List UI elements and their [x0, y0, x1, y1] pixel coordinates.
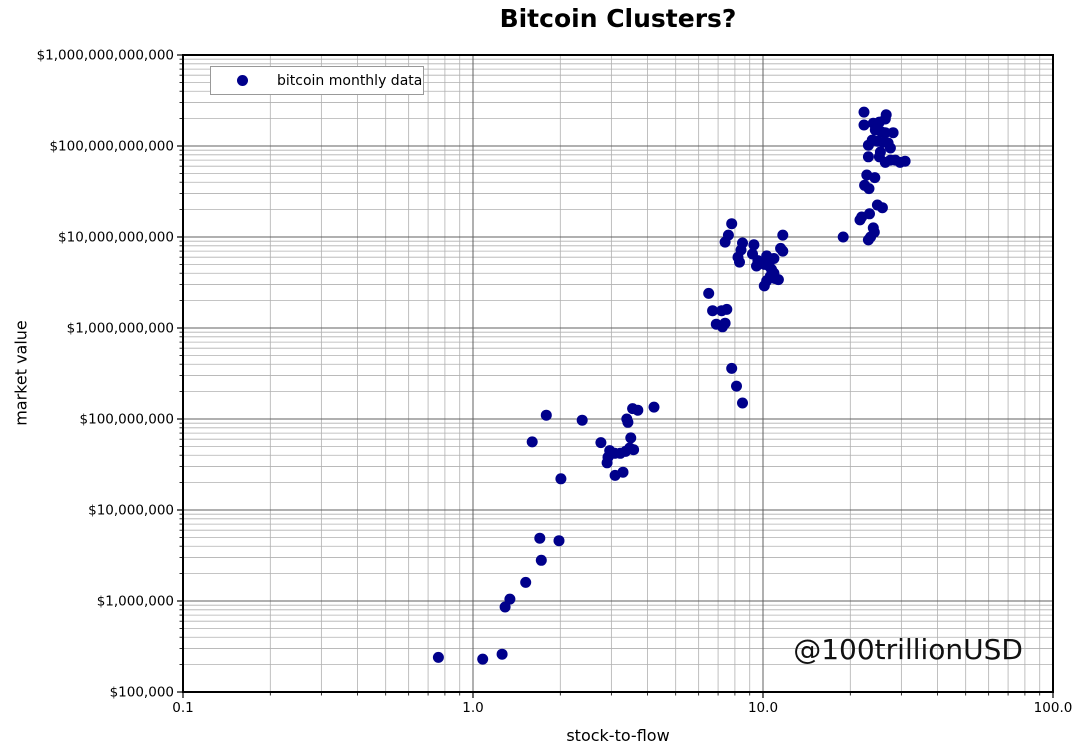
data-point	[726, 218, 738, 230]
data-point	[726, 362, 738, 374]
legend: bitcoin monthly data	[210, 66, 424, 95]
y-tick-label: $100,000,000,000	[49, 139, 174, 155]
y-tick-label: $1,000,000,000	[67, 321, 174, 337]
y-tick-label: $1,000,000,000,000	[37, 48, 174, 64]
data-point	[864, 208, 875, 220]
data-point	[887, 127, 899, 139]
y-tick-label: $1,000,000	[97, 594, 174, 610]
x-tick-label: 10.0	[748, 700, 778, 716]
data-point	[837, 231, 849, 243]
data-point	[719, 236, 731, 248]
data-point	[734, 256, 745, 268]
data-point	[731, 380, 742, 392]
data-point	[721, 303, 733, 315]
x-tick-label: 0.1	[172, 700, 193, 716]
data-point	[862, 151, 874, 163]
data-point	[496, 648, 508, 660]
data-point	[899, 155, 911, 167]
data-point	[601, 457, 613, 469]
data-point	[862, 139, 874, 151]
data-point	[863, 183, 875, 195]
data-point	[622, 416, 634, 428]
legend-label: bitcoin monthly data	[277, 72, 423, 89]
data-point	[534, 532, 546, 544]
y-tick-label: $100,000	[110, 685, 174, 701]
data-point	[555, 473, 567, 485]
data-point	[648, 401, 660, 413]
data-point	[758, 280, 770, 292]
x-tick-label: 1.0	[462, 700, 483, 716]
data-point	[772, 274, 784, 286]
legend-marker-icon	[237, 75, 248, 86]
data-point	[719, 317, 731, 329]
y-tick-label: $10,000,000,000	[58, 230, 174, 246]
data-point	[432, 651, 444, 663]
data-point	[869, 172, 881, 184]
data-point	[535, 554, 547, 566]
data-point	[748, 239, 760, 251]
chart-title: Bitcoin Clusters?	[499, 4, 737, 33]
data-point	[737, 397, 748, 409]
data-point	[703, 287, 715, 299]
data-point	[553, 535, 565, 547]
data-point	[628, 444, 640, 456]
y-tick-label: $10,000,000	[88, 503, 174, 519]
data-point	[707, 305, 719, 317]
data-point	[862, 234, 874, 246]
data-point	[632, 404, 644, 416]
x-tick-label: 100.0	[1034, 700, 1073, 716]
data-point	[777, 245, 789, 257]
data-point	[540, 409, 552, 421]
data-point	[520, 576, 532, 588]
data-point	[761, 250, 773, 262]
y-axis-title: market value	[11, 320, 31, 426]
x-axis-title: stock-to-flow	[566, 726, 670, 745]
data-point	[884, 142, 896, 154]
data-points	[432, 106, 911, 665]
axis-tick-labels: 0.1 1.0 10.0 100.0 $100,000 $1,000,000 $10,000…	[37, 48, 1073, 717]
axis-ticks	[177, 54, 1054, 698]
data-point	[609, 469, 621, 481]
data-point	[576, 414, 588, 426]
watermark: @100trillionUSD	[793, 633, 1023, 666]
data-point	[625, 432, 637, 444]
data-point	[477, 653, 489, 665]
data-point	[880, 109, 892, 121]
data-point	[879, 127, 891, 139]
plot-border	[182, 54, 1054, 693]
data-point	[858, 106, 870, 118]
data-point	[858, 119, 870, 131]
data-point	[526, 436, 538, 448]
data-point	[504, 593, 516, 605]
y-tick-label: $100,000,000	[80, 412, 174, 428]
data-point	[876, 202, 888, 214]
data-point	[499, 601, 511, 613]
data-point	[595, 437, 607, 449]
data-point	[777, 229, 789, 241]
grid-minor	[183, 55, 1053, 692]
